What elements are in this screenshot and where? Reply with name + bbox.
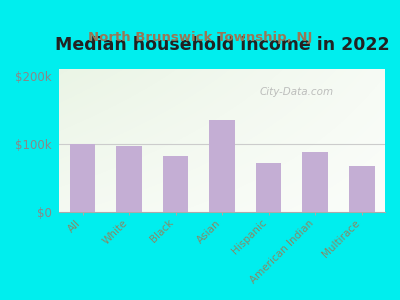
Bar [70,144,95,212]
Bar [163,156,188,212]
Bar [256,163,282,212]
Bar [349,166,374,212]
Text: City-Data.com: City-Data.com [260,87,334,97]
Bar [302,152,328,212]
Bar [116,146,142,212]
Bar [209,120,235,212]
Title: Median household income in 2022: Median household income in 2022 [55,36,390,54]
Text: North Brunswick Township, NJ: North Brunswick Township, NJ [88,32,312,44]
